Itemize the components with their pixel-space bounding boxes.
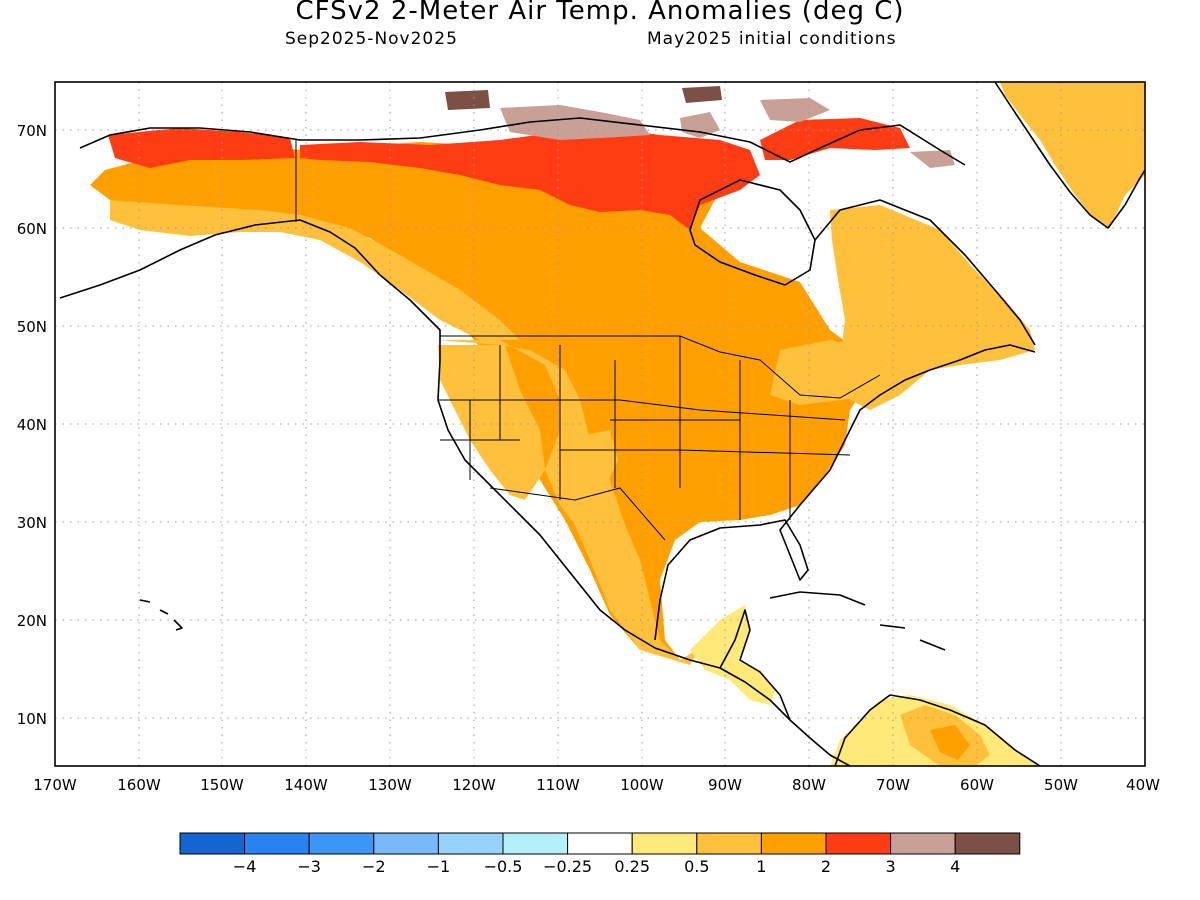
lat-label: 50N (17, 318, 47, 336)
legend-swatch (760, 832, 827, 855)
lon-label: 130W (368, 776, 412, 794)
legend-swatch (954, 832, 1021, 855)
political-borders (295, 140, 881, 541)
legend-swatch (890, 832, 956, 855)
coastline-caribbean (769, 591, 946, 651)
legend-label: −2 (362, 857, 386, 876)
anomaly-region-0.25-0.5 (690, 605, 775, 705)
anomaly-region-0.5-1 (110, 200, 520, 340)
legend-label: −0.5 (484, 857, 523, 876)
coastline-hawaii (139, 599, 183, 631)
lon-label: 50W (1044, 776, 1078, 794)
border-us-mexico (489, 487, 666, 541)
lon-label: 170W (33, 776, 77, 794)
map-frame (54, 81, 1146, 767)
anomaly-region-1-2 (680, 255, 820, 345)
coastline-north-america (59, 219, 851, 766)
anomaly-fields (90, 82, 1145, 766)
coastline-arctic (79, 117, 966, 166)
lon-label: 160W (117, 776, 161, 794)
coastline-labrador (814, 199, 1036, 346)
legend-swatch (373, 832, 439, 855)
anomaly-region-3-4 (500, 105, 650, 140)
initial-conditions: May2025 initial conditions (647, 29, 897, 49)
legend-label: 3 (886, 857, 896, 876)
lat-label: 40N (17, 416, 47, 434)
coastlines (59, 82, 1145, 766)
legend-label: 1 (756, 857, 766, 876)
anomaly-region-2-3 (300, 128, 760, 230)
legend-swatch (825, 832, 892, 855)
graticule (55, 82, 1145, 766)
color-legend: −4 −3 −2 −1 −0.5 −0.25 0.25 0.5 1 2 3 4 (179, 832, 1021, 876)
anomaly-region-1-2 (300, 142, 870, 660)
anomaly-region-3-4 (760, 98, 830, 122)
lon-label: 40W (1126, 776, 1160, 794)
lat-label: 70N (17, 122, 47, 140)
anomaly-region-0.5-1 (1000, 82, 1145, 228)
legend-label: 0.25 (614, 857, 650, 876)
legend-label: −3 (297, 857, 321, 876)
lon-label: 120W (452, 776, 496, 794)
anomaly-region-0.5-1 (438, 345, 545, 500)
lon-label: 100W (620, 776, 664, 794)
anomaly-region-0.5-1 (770, 340, 900, 405)
lon-label: 60W (960, 776, 994, 794)
latitude-labels: 10N 20N 30N 40N 50N 60N 70N (17, 122, 47, 728)
anomaly-region-2-3 (760, 118, 910, 160)
legend-label: −1 (427, 857, 451, 876)
lat-label: 60N (17, 220, 47, 238)
lon-label: 140W (284, 776, 328, 794)
anomaly-region-0.5-1 (560, 430, 618, 500)
legend-swatch (696, 832, 762, 855)
coastline-gulf (654, 344, 1036, 641)
anomaly-region-1-2 (930, 725, 970, 760)
lat-label: 30N (17, 514, 47, 532)
lat-label: 20N (17, 612, 47, 630)
legend-swatch (502, 832, 569, 855)
lon-label: 70W (876, 776, 910, 794)
border-states (438, 336, 851, 520)
longitude-labels: 170W 160W 150W 140W 130W 120W 110W 100W … (33, 776, 1160, 794)
legend-swatch (437, 832, 504, 855)
lon-label: 110W (536, 776, 580, 794)
lon-label: 80W (792, 776, 826, 794)
coastline-central-america (719, 609, 791, 721)
coastline-greenland (994, 82, 1145, 229)
legend-label: −0.25 (543, 857, 592, 876)
forecast-period: Sep2025-Nov2025 (285, 29, 458, 49)
legend-label: 0.5 (684, 857, 709, 876)
lon-label: 150W (200, 776, 244, 794)
map-title: CFSv2 2-Meter Air Temp. Anomalies (deg C… (295, 0, 905, 26)
anomaly-region-2-3 (108, 128, 295, 168)
legend-swatch (179, 832, 246, 855)
legend-swatch (631, 832, 698, 855)
anomaly-region-over-4 (445, 90, 490, 110)
coastline-south-america (834, 694, 1041, 766)
legend-swatch (308, 832, 375, 855)
legend-swatch (244, 832, 310, 855)
legend-swatch (567, 832, 633, 855)
legend-label: −4 (233, 857, 257, 876)
coastline-hudson-bay (689, 179, 816, 286)
lat-label: 10N (17, 710, 47, 728)
legend-label: 4 (950, 857, 960, 876)
anomaly-region-0.5-1 (438, 340, 700, 665)
lon-label: 90W (708, 776, 742, 794)
anomaly-region-over-4 (682, 86, 722, 103)
anomaly-region-3-4 (910, 150, 955, 168)
legend-label: 2 (821, 857, 831, 876)
